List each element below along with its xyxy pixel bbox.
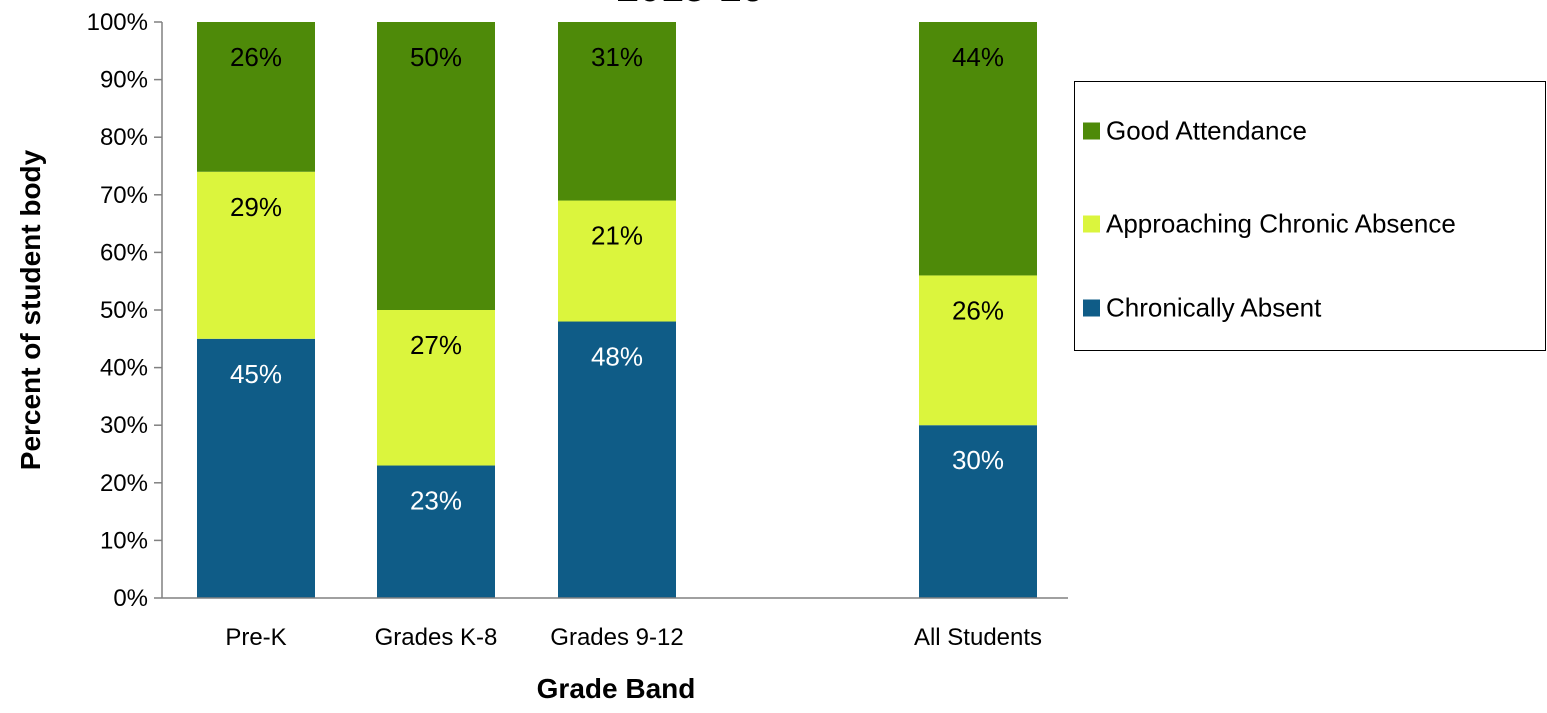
x-tick-label-grades-k-8: Grades K-8 bbox=[375, 624, 498, 651]
data-label-approaching-chronic-absence-all-students: 26% bbox=[952, 295, 1004, 325]
data-label-approaching-chronic-absence-pre-k: 29% bbox=[230, 192, 282, 222]
legend-item-approaching: Approaching Chronic Absence bbox=[1083, 209, 1456, 240]
bar-good-attendance-all-students bbox=[919, 22, 1037, 276]
legend-item-chronically-absent: Chronically Absent bbox=[1083, 293, 1321, 324]
x-axis-title: Grade Band bbox=[537, 673, 696, 704]
legend-label-approaching: Approaching Chronic Absence bbox=[1106, 208, 1456, 239]
x-tick-label-all-students: All Students bbox=[914, 624, 1042, 651]
data-label-good-attendance-all-students: 44% bbox=[952, 42, 1004, 72]
y-tick-label: 30% bbox=[100, 412, 148, 439]
bar-good-attendance-grades-k-8 bbox=[377, 22, 495, 310]
data-label-chronically-absent-pre-k: 45% bbox=[230, 359, 282, 389]
y-tick-label: 40% bbox=[100, 355, 148, 382]
x-tick-label-pre-k: Pre-K bbox=[225, 624, 286, 651]
legend: Good Attendance Approaching Chronic Abse… bbox=[1074, 81, 1546, 351]
x-axis: Pre-K Grades K-8 Grades 9-12 All Students bbox=[162, 597, 1068, 651]
y-axis-title: Percent of student body bbox=[15, 149, 46, 470]
y-tick-label: 100% bbox=[87, 9, 148, 36]
bars: 45% 29% 26% 23% 27% 50% 48% 21% 31% 30% 26% 44% bbox=[197, 22, 1037, 598]
legend-label-good-attendance: Good Attendance bbox=[1106, 115, 1307, 146]
bar-good-attendance-pre-k bbox=[197, 22, 315, 172]
data-label-chronically-absent-grades-k-8: 23% bbox=[410, 486, 462, 516]
legend-swatch-good-attendance bbox=[1083, 122, 1100, 140]
data-label-chronically-absent-grades-9-12: 48% bbox=[591, 342, 643, 372]
y-tick-label: 0% bbox=[113, 585, 148, 612]
legend-swatch-approaching bbox=[1083, 215, 1100, 233]
data-label-good-attendance-pre-k: 26% bbox=[230, 42, 282, 72]
legend-label-chronically-absent: Chronically Absent bbox=[1106, 292, 1322, 323]
bar-approaching-chronic-absence-grades-9-12 bbox=[558, 200, 676, 322]
bar-good-attendance-grades-9-12 bbox=[558, 22, 676, 201]
chart-title: 2015-16 bbox=[0, 0, 1380, 11]
data-label-approaching-chronic-absence-grades-9-12: 21% bbox=[591, 221, 643, 251]
bar-approaching-chronic-absence-grades-k-8 bbox=[377, 310, 495, 466]
bar-chronically-absent-grades-k-8 bbox=[377, 465, 495, 598]
bar-chronically-absent-pre-k bbox=[197, 338, 315, 598]
bar-chronically-absent-all-students bbox=[919, 425, 1037, 598]
bar-approaching-chronic-absence-pre-k bbox=[197, 171, 315, 339]
legend-item-good-attendance: Good Attendance bbox=[1083, 116, 1307, 147]
bar-chronically-absent-grades-9-12 bbox=[558, 321, 676, 598]
x-tick-label-grades-9-12: Grades 9-12 bbox=[550, 624, 683, 651]
data-label-chronically-absent-all-students: 30% bbox=[952, 445, 1004, 475]
legend-swatch-chronically-absent bbox=[1083, 299, 1100, 317]
data-label-good-attendance-grades-k-8: 50% bbox=[410, 42, 462, 72]
y-tick-label: 20% bbox=[100, 470, 148, 497]
data-label-approaching-chronic-absence-grades-k-8: 27% bbox=[410, 330, 462, 360]
y-tick-label: 70% bbox=[100, 182, 148, 209]
y-tick-label: 10% bbox=[100, 527, 148, 554]
y-tick-label: 60% bbox=[100, 239, 148, 266]
data-label-good-attendance-grades-9-12: 31% bbox=[591, 42, 643, 72]
y-tick-label: 90% bbox=[100, 67, 148, 94]
bar-approaching-chronic-absence-all-students bbox=[919, 275, 1037, 426]
y-tick-label: 80% bbox=[100, 124, 148, 151]
y-axis: 0% 10% 20% 30% 40% 50% 60% 70% 80% 90% 100% bbox=[87, 9, 163, 612]
y-tick-label: 50% bbox=[100, 297, 148, 324]
